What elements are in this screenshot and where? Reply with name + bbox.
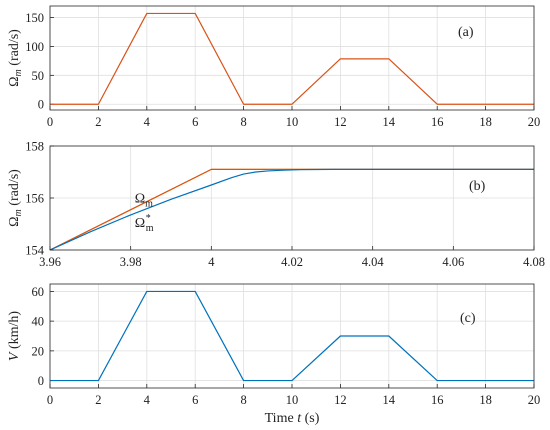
- panel-c-ytick-label: 40: [32, 315, 45, 329]
- panel-a-xtick-label: 8: [240, 115, 246, 129]
- panel-c-xtick-label: 8: [240, 393, 246, 407]
- panel-c-xtick-label: 0: [47, 393, 53, 407]
- panel-c-xtick-label: 10: [286, 393, 299, 407]
- panel-a-series-0: [50, 12, 534, 105]
- panel-a-ytick-label: 100: [25, 40, 44, 54]
- panel-b-annotation-1: Ω* m: [135, 213, 154, 234]
- panel-c-series-0: [50, 290, 534, 382]
- panel-c-ytick-label: 60: [32, 285, 45, 299]
- panel-c-axes-frame: [49, 283, 535, 389]
- panel-b-xtick-label: 4: [208, 255, 215, 269]
- panel-b-xtick-label: 3.98: [120, 255, 142, 269]
- panel-c-xlabel: Time t (s): [265, 411, 320, 426]
- panel-b-xtick-label: 4.02: [281, 255, 303, 269]
- panel-a-xtick-label: 20: [528, 115, 541, 129]
- panel-c-xtick-label: 2: [95, 393, 101, 407]
- panel-a-xtick-label: 4: [144, 115, 151, 129]
- panel-a-xtick-label: 14: [383, 115, 396, 129]
- panel-b-xtick-label: 3.96: [39, 255, 61, 269]
- panel-a-xtick-label: 12: [334, 115, 347, 129]
- panel-b-ytick-label: 154: [25, 244, 45, 258]
- panel-a-xtick-label: 18: [479, 115, 492, 129]
- panel-c-xtick-label: 20: [528, 393, 541, 407]
- panel-b-tag: (b): [469, 179, 486, 194]
- panel-c-ytick-label: 20: [32, 344, 45, 358]
- panel-c-xtick-label: 18: [479, 393, 492, 407]
- panel-b-annotation-0: Ωm: [135, 192, 153, 210]
- panel-a-xtick-label: 6: [192, 115, 198, 129]
- panel-c-xtick-label: 6: [192, 393, 198, 407]
- panel-a-ytick-label: 0: [38, 98, 44, 112]
- panel-a-ytick-label: 150: [25, 11, 44, 25]
- panel-b: 3.96 3.98 4 4.02 4.04 4.06 4.08 154 156 158 (b) Ωm …: [7, 140, 545, 270]
- panel-c-xtick-label: 14: [383, 393, 396, 407]
- panel-b-ytick-label: 158: [25, 140, 44, 154]
- panel-a-axes-frame: [49, 5, 535, 111]
- panel-c-tag: (c): [460, 311, 476, 326]
- panel-a-tag: (a): [458, 25, 474, 40]
- panel-a: 0 2 4 6 8 10 12 14 16 18 20 0 50 100 150 (a) Ωm (rad/s): [7, 5, 541, 129]
- panel-c-xtick-label: 16: [431, 393, 444, 407]
- panel-b-xtick-label: 4.08: [523, 255, 545, 269]
- panel-b-series-2: [50, 168, 534, 250]
- panel-a-xtick-label: 2: [95, 115, 101, 129]
- panel-c: 0 2 4 6 8 10 12 14 16 18 20 0 20 40 60 (c) V (km/h) Time …: [7, 283, 541, 426]
- panel-b-xtick-label: 4.04: [362, 255, 385, 269]
- panel-a-xtick-label: 16: [431, 115, 444, 129]
- panel-b-xtick-label: 4.06: [442, 255, 464, 269]
- panel-b-ylabel: Ωm (rad/s): [7, 169, 24, 227]
- panel-c-ytick-label: 0: [38, 374, 44, 388]
- panel-b-ytick-label: 156: [25, 192, 44, 206]
- panel-c-xtick-label: 12: [334, 393, 347, 407]
- panel-a-ytick-label: 50: [32, 69, 45, 83]
- panel-c-ylabel: V (km/h): [7, 311, 22, 362]
- panel-a-xtick-label: 0: [47, 115, 53, 129]
- panel-b-axes-frame: [49, 145, 535, 251]
- panel-a-xtick-label: 10: [286, 115, 299, 129]
- panel-a-ylabel: Ωm (rad/s): [7, 29, 24, 87]
- panel-c-xtick-label: 4: [144, 393, 151, 407]
